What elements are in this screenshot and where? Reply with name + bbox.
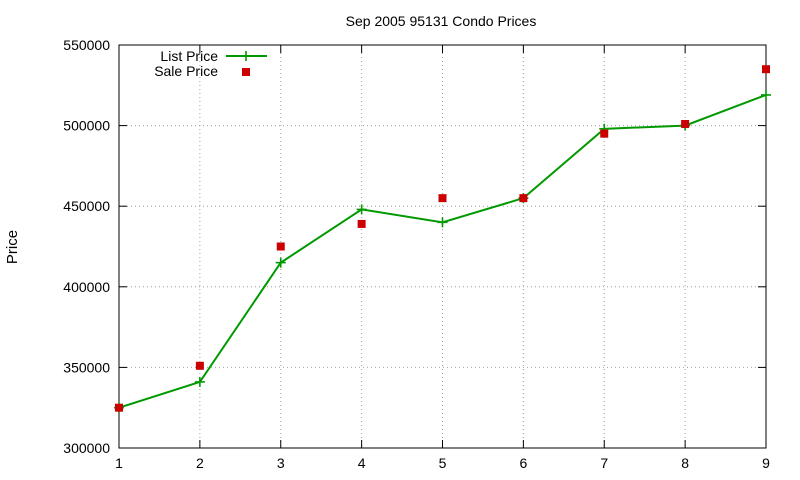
point-sale-price [600,129,609,138]
point-sale-price [195,361,204,370]
legend-label-list-price: List Price [160,48,218,64]
point-list-price [437,217,448,228]
legend: List Price Sale Price [154,48,267,79]
legend-marker-sale-price [242,68,250,76]
y-tick-label: 400000 [63,279,110,295]
legend-swatch-sale-price [242,68,250,76]
chart-title: Sep 2005 95131 Condo Prices [346,13,537,29]
point-sale-price [681,119,690,128]
x-tick-label: 7 [600,455,608,471]
x-tick-label: 1 [115,455,123,471]
y-tick-label: 550000 [63,37,110,53]
y-tick-label: 500000 [63,118,110,134]
point-sale-price [276,242,285,251]
y-axis-label: Price [4,230,21,264]
plot-series [114,65,771,413]
point-list-price [761,89,771,100]
plot-border [118,44,767,449]
x-tick-label: 9 [762,455,770,471]
point-sale-price [519,194,528,203]
axes: 300000 350000 400000 450000 500000 550000 1 2 3 4… [63,37,770,471]
point-sale-price [357,219,366,228]
point-sale-price [115,403,123,412]
point-list-price [275,257,286,268]
x-tick-label: 3 [277,455,285,471]
x-tick-label: 5 [439,455,447,471]
legend-label-sale-price: Sale Price [154,63,218,79]
point-list-price [194,376,205,387]
x-tick-label: 4 [358,455,366,471]
x-tick-label: 2 [196,455,204,471]
point-sale-price [438,194,447,203]
grid [119,45,766,448]
y-tick-label: 300000 [63,440,110,456]
x-tick-label: 8 [681,455,689,471]
legend-marker-list-price [241,51,251,61]
y-tick-label: 450000 [63,198,110,214]
point-list-price [356,204,367,215]
y-tick-label: 350000 [63,359,110,375]
x-tick-label: 6 [519,455,527,471]
legend-swatch-list-price [226,51,267,61]
point-sale-price [762,65,770,74]
